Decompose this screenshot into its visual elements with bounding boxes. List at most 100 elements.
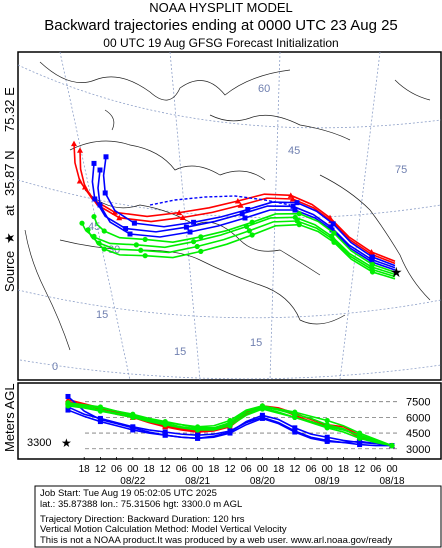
map-point xyxy=(116,214,123,221)
map-point xyxy=(187,229,193,235)
profile-point xyxy=(97,408,103,414)
map-point xyxy=(183,224,189,230)
chart-subtitle: 00 UTC 19 Aug GFSG Forecast Initializati… xyxy=(103,36,339,50)
y-tick-label: 7500 xyxy=(406,397,430,409)
profile-point xyxy=(130,414,136,420)
profile-point xyxy=(292,414,298,420)
profile-point xyxy=(259,406,265,412)
map-series-line xyxy=(93,212,396,273)
x-tick-label: 18 xyxy=(208,464,220,475)
profile-point xyxy=(162,432,168,438)
map-point xyxy=(198,248,204,254)
map-point xyxy=(329,227,335,233)
x-tick-label: 12 xyxy=(354,464,366,475)
profile-point xyxy=(292,428,298,434)
profile-point xyxy=(162,429,168,435)
profile-point xyxy=(324,434,330,440)
map-point xyxy=(81,183,88,190)
map-point xyxy=(71,140,77,147)
map-point xyxy=(76,177,83,184)
x-tick-label: 00 xyxy=(192,464,204,475)
map-point xyxy=(102,190,108,196)
grid-label: 15 xyxy=(250,337,262,349)
x-tick-label: 00 xyxy=(322,464,334,475)
start-height-label: 3300 xyxy=(27,437,51,449)
profile-point xyxy=(130,427,136,433)
map-point xyxy=(239,211,245,217)
map-point xyxy=(191,239,197,245)
map-trajectories xyxy=(71,140,396,280)
profile-point xyxy=(227,423,233,429)
footer-frame xyxy=(34,485,442,548)
side-label-source: Source xyxy=(2,251,17,292)
x-tick-label: 06 xyxy=(241,464,253,475)
footer-disclaimer: This is not a NOAA product.It was produc… xyxy=(40,535,392,546)
date-label: 08/21 xyxy=(185,476,210,487)
y-tick-label: 4500 xyxy=(406,428,430,440)
map-series-line xyxy=(73,143,396,262)
map-point xyxy=(245,206,251,212)
x-tick-label: 00 xyxy=(257,464,269,475)
map-series-line xyxy=(81,216,396,276)
map-point xyxy=(91,233,97,239)
date-label: 08/20 xyxy=(250,476,275,487)
profile-point xyxy=(357,438,363,444)
x-tick-label: 06 xyxy=(370,464,382,475)
y-tick-label: 6000 xyxy=(406,412,430,424)
map-frame xyxy=(17,51,442,381)
map-point xyxy=(234,197,241,204)
map-point xyxy=(191,219,197,225)
map-series-line xyxy=(87,220,396,278)
map-point xyxy=(101,246,107,252)
profile-start-star-icon: ★ xyxy=(61,436,72,450)
map-point xyxy=(179,214,186,220)
map-point xyxy=(249,232,255,238)
map-point xyxy=(242,215,248,221)
grid-label: 45 xyxy=(288,145,300,157)
model-title: NOAA HYSPLIT MODEL xyxy=(149,0,293,15)
profile-point xyxy=(195,435,201,441)
profile-point xyxy=(357,432,363,438)
map-point xyxy=(91,214,97,220)
date-label: 08/19 xyxy=(315,476,340,487)
side-label-lat: 35.87 N xyxy=(2,150,17,196)
date-labels: 08/22 08/21 08/20 08/19 08/18 xyxy=(120,476,405,487)
footer-location: lat.: 35.87388 lon.: 75.31506 hgt: 3300.… xyxy=(40,499,242,510)
map-point xyxy=(294,200,300,206)
profile-y-tick-labels: 3000 4500 6000 7500 xyxy=(406,397,430,456)
map-point xyxy=(97,167,103,173)
map-point xyxy=(101,228,107,234)
grid-label: 15 xyxy=(174,346,186,358)
profile-point xyxy=(292,425,298,431)
profile-point xyxy=(130,424,136,430)
map-point xyxy=(77,147,83,153)
map-point xyxy=(133,242,139,248)
footer-vertical-method: Vertical Motion Calculation Method: Mode… xyxy=(40,524,287,535)
map-point xyxy=(296,222,302,228)
profile-point xyxy=(65,403,71,409)
grid-label: 75 xyxy=(395,164,407,176)
x-tick-label: 12 xyxy=(95,464,107,475)
date-label: 08/18 xyxy=(379,476,404,487)
map-series-line xyxy=(91,163,396,269)
coastlines xyxy=(24,61,431,351)
map-point xyxy=(237,202,244,208)
profile-frame xyxy=(17,382,442,460)
source-side-label: Source ★ at 35.87 N 75.32 E xyxy=(2,87,17,292)
side-label-star-icon: ★ xyxy=(2,232,17,244)
map-point xyxy=(330,221,336,227)
x-tick-label: 18 xyxy=(79,464,91,475)
x-tick-label: 12 xyxy=(160,464,172,475)
x-tick-label: 06 xyxy=(111,464,123,475)
map-point xyxy=(123,226,129,232)
map-point xyxy=(292,207,298,213)
x-tick-label: 12 xyxy=(224,464,236,475)
x-tick-label: 18 xyxy=(273,464,285,475)
map-point xyxy=(243,223,250,230)
map-point xyxy=(328,224,334,230)
x-tick-labels: 18 12 06 00 18 12 06 00 18 12 06 00 18 12 06 00 18 12 06 00 xyxy=(79,457,398,475)
map-point xyxy=(127,231,133,237)
x-tick-label: 06 xyxy=(176,464,188,475)
map-point xyxy=(79,220,85,226)
